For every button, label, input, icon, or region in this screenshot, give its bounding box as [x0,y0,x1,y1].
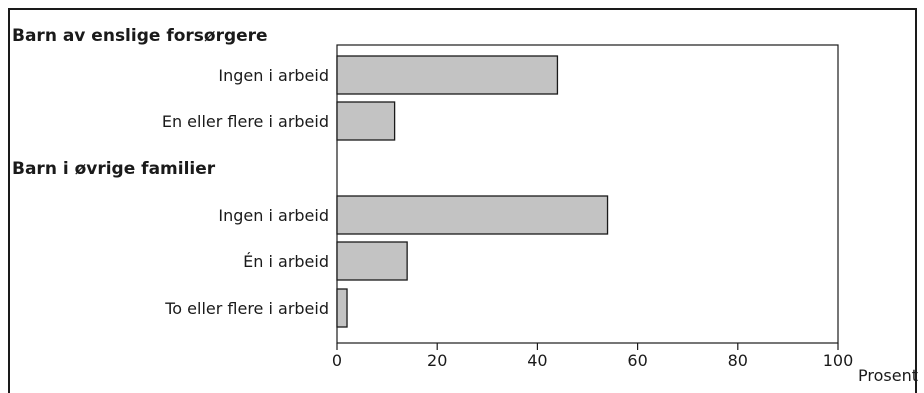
category-label: En eller flere i arbeid [162,112,329,131]
category-label: Én i arbeid [243,252,329,271]
bar-2-2 [336,241,408,281]
x-tick-label: 40 [527,351,547,370]
category-labels: Ingen i arbeid En eller flere i arbeid Ing… [162,66,329,318]
group-title-single-parent: Barn av enslige forsørgere [12,26,268,46]
figure-border [8,8,917,393]
group-title-other-families: Barn i øvrige familier [12,159,216,179]
x-tick-label: 100 [823,351,854,370]
category-label: Ingen i arbeid [218,206,329,225]
x-tick-label: 0 [332,351,342,370]
x-tick-label: 80 [728,351,748,370]
bar-1-2 [336,101,396,141]
category-label: To eller flere i arbeid [164,299,329,318]
bar-2-1 [336,195,609,235]
bar-1-1 [336,55,559,95]
plot-area [336,44,839,344]
x-tick-label: 20 [427,351,447,370]
x-tick-label: 60 [627,351,647,370]
bars [336,55,609,328]
x-axis-unit-label: Prosent [858,366,918,385]
category-label: Ingen i arbeid [218,66,329,85]
bar-2-3 [336,288,348,328]
x-axis: 0 20 40 60 80 100 [332,343,853,370]
